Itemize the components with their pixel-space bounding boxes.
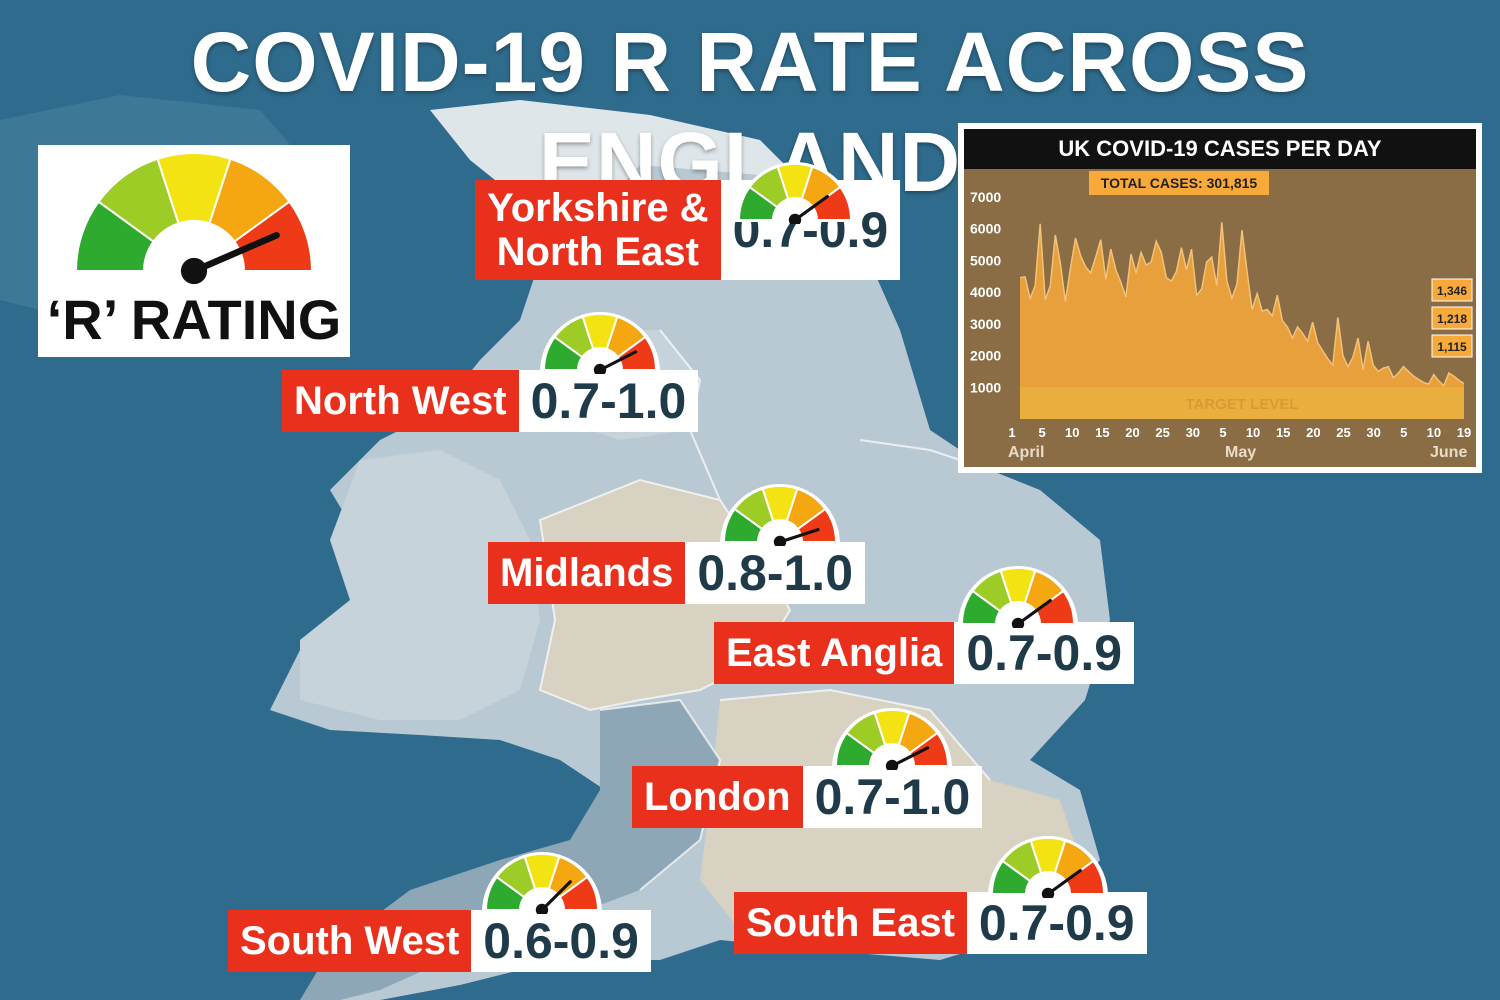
region-badge: South West 0.6-0.9 <box>228 910 651 972</box>
region-badge: London 0.7-1.0 <box>632 766 983 828</box>
x-tick-label: 20 <box>1306 425 1320 440</box>
gauge-needle <box>793 194 829 222</box>
x-tick-label: 15 <box>1095 425 1109 440</box>
gauge-needle <box>598 350 638 372</box>
gauge-needle <box>1016 598 1052 626</box>
region-name-line: North East <box>496 230 699 274</box>
region-name-line: Midlands <box>500 551 674 595</box>
x-tick-label: 5 <box>1400 425 1407 440</box>
cases-area <box>1020 222 1464 419</box>
region-name: East Anglia <box>714 622 955 684</box>
region-name: North West <box>282 370 519 432</box>
legend-gauge <box>74 152 314 285</box>
gauge-hub <box>535 903 549 914</box>
gauge-hub <box>593 363 607 374</box>
cases-line <box>1019 222 1465 387</box>
x-tick-label: 30 <box>1366 425 1380 440</box>
gauge-hub <box>885 759 899 770</box>
region-r-value: 0.7-0.9 <box>966 892 1147 954</box>
region-gauge <box>958 566 1078 628</box>
region-name-line: Yorkshire & <box>487 186 709 230</box>
y-tick-label: 2000 <box>970 348 1001 364</box>
page-title: COVID-19 R RATE ACROSS ENGLAND <box>190 15 1310 209</box>
y-tick-label: 1000 <box>970 379 1001 395</box>
last-value-box <box>1431 278 1473 302</box>
last-value-label: 1,346 <box>1437 284 1467 298</box>
gauge-needle <box>778 528 820 544</box>
last-value-label: 1,218 <box>1437 312 1467 326</box>
legend-label: ‘R’ RATING <box>46 288 342 351</box>
region-name: Midlands <box>488 542 686 604</box>
x-tick-label: 15 <box>1276 425 1290 440</box>
x-tick-label: 20 <box>1125 425 1139 440</box>
chart-plot: TARGET LEVEL7000600050004000300020001000… <box>970 171 1473 461</box>
region-name-line: East Anglia <box>726 631 943 675</box>
gauge-segment <box>1064 859 1106 895</box>
x-tick-label: 25 <box>1155 425 1169 440</box>
gauge-hub <box>180 257 208 285</box>
month-label: May <box>1225 444 1256 461</box>
month-label: April <box>1008 444 1044 461</box>
region-gauge <box>735 162 855 224</box>
region-name-line: South West <box>240 919 460 963</box>
x-tick-label: 10 <box>1246 425 1260 440</box>
region-name-line: North West <box>294 379 507 423</box>
region-name-line: South East <box>746 901 955 945</box>
gauge-needle <box>1046 868 1082 896</box>
gauge-needle <box>540 880 572 912</box>
gauge-needle <box>890 746 930 768</box>
chart-panel: UK COVID-19 CASES PER DAY TARGET LEVEL70… <box>964 129 1476 467</box>
region-gauge <box>482 852 602 914</box>
y-tick-label: 6000 <box>970 221 1001 237</box>
gauge-segment <box>1034 589 1076 625</box>
month-label: June <box>1430 444 1467 461</box>
gauge-hub <box>773 535 787 546</box>
y-tick-label: 7000 <box>970 189 1001 205</box>
total-cases-box <box>1089 171 1269 195</box>
region-r-value: 0.7-1.0 <box>802 766 983 828</box>
last-value-label: 1,115 <box>1437 340 1467 354</box>
y-tick-label: 3000 <box>970 316 1001 332</box>
gauge-needle <box>190 231 280 275</box>
gauge-segment <box>811 185 853 221</box>
last-value-box <box>1431 306 1473 330</box>
last-value-box <box>1431 334 1473 358</box>
chart-title: UK COVID-19 CASES PER DAY <box>964 129 1476 169</box>
x-tick-label: 25 <box>1336 425 1350 440</box>
region-name: South East <box>734 892 967 954</box>
region-gauge <box>720 484 840 546</box>
region-name: Yorkshire & North East <box>475 180 721 280</box>
region-r-value: 0.7-0.9 <box>954 622 1135 684</box>
x-tick-label: 19 <box>1457 425 1471 440</box>
region-badge: East Anglia 0.7-0.9 <box>714 622 1135 684</box>
x-tick-label: 1 <box>1008 425 1015 440</box>
region-gauge <box>988 836 1108 898</box>
region-name-line: London <box>644 775 791 819</box>
gauge-hub <box>1041 887 1055 898</box>
region-r-value: 0.7-1.0 <box>518 370 699 432</box>
region-gauge <box>832 708 952 770</box>
cases-chart: UK COVID-19 CASES PER DAY TARGET LEVEL70… <box>958 123 1482 473</box>
y-tick-label: 4000 <box>970 284 1001 300</box>
region-badge: Midlands 0.8-1.0 <box>488 542 866 604</box>
x-tick-label: 10 <box>1427 425 1441 440</box>
gauge-hub <box>788 213 802 224</box>
x-tick-label: 30 <box>1186 425 1200 440</box>
region-gauge <box>540 312 660 374</box>
x-tick-label: 5 <box>1039 425 1046 440</box>
x-tick-label: 5 <box>1219 425 1226 440</box>
y-tick-label: 5000 <box>970 252 1001 268</box>
gauge-segment <box>558 875 600 911</box>
region-badge: North West 0.7-1.0 <box>282 370 699 432</box>
region-r-value: 0.8-1.0 <box>685 542 866 604</box>
gauge-hub <box>1011 617 1025 628</box>
region-name: South West <box>228 910 472 972</box>
region-r-value: 0.6-0.9 <box>471 910 651 972</box>
total-cases-label: TOTAL CASES: 301,815 <box>1101 175 1258 191</box>
region-badge: South East 0.7-0.9 <box>734 892 1147 954</box>
r-rating-legend: ‘R’ RATING <box>38 145 350 357</box>
x-tick-label: 10 <box>1065 425 1079 440</box>
region-name: London <box>632 766 803 828</box>
